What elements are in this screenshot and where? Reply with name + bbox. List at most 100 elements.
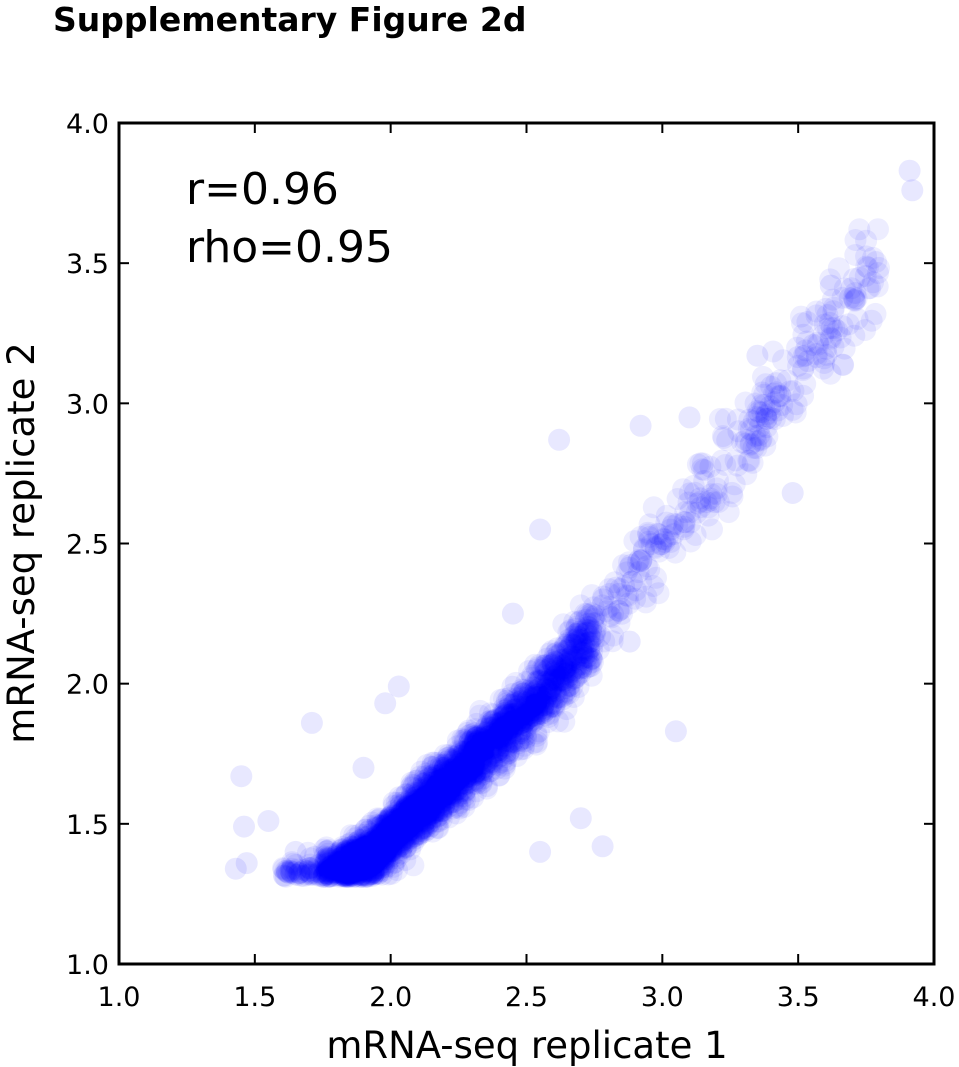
data-point xyxy=(535,685,558,708)
x-tick-label: 2.0 xyxy=(369,982,412,1013)
data-point xyxy=(380,839,403,862)
data-point xyxy=(358,819,381,841)
data-point xyxy=(457,742,480,765)
data-point xyxy=(348,866,371,888)
data-point xyxy=(630,550,652,572)
data-point xyxy=(414,805,437,828)
data-point xyxy=(480,745,503,768)
data-point xyxy=(338,846,361,868)
data-point xyxy=(398,814,421,837)
data-point xyxy=(275,861,298,884)
data-point xyxy=(485,735,508,758)
data-point xyxy=(491,730,514,753)
data-point xyxy=(340,856,363,879)
data-point xyxy=(378,848,401,871)
data-point xyxy=(462,725,485,748)
data-point xyxy=(421,776,444,799)
data-point xyxy=(350,835,373,858)
data-point xyxy=(315,858,338,881)
data-point xyxy=(572,637,595,660)
data-point xyxy=(429,778,452,800)
data-point xyxy=(448,768,471,791)
data-point xyxy=(372,819,395,842)
data-point xyxy=(441,747,464,770)
data-point xyxy=(506,722,529,745)
data-point xyxy=(337,859,360,882)
data-point xyxy=(819,274,842,297)
data-point xyxy=(684,524,707,546)
data-point xyxy=(427,774,450,797)
data-point xyxy=(373,845,396,868)
data-point xyxy=(318,865,341,888)
data-point xyxy=(416,800,439,823)
data-point xyxy=(341,845,364,868)
data-point xyxy=(555,652,578,675)
data-point xyxy=(619,553,642,576)
data-point xyxy=(829,326,852,349)
data-point xyxy=(558,656,581,679)
data-point xyxy=(371,841,394,864)
data-point xyxy=(352,847,374,870)
data-point xyxy=(471,731,493,753)
data-point xyxy=(452,752,475,775)
data-point xyxy=(299,853,322,876)
data-point xyxy=(369,830,392,853)
data-point xyxy=(755,407,778,430)
data-point xyxy=(901,179,924,202)
data-point xyxy=(470,772,493,795)
data-point xyxy=(370,844,393,867)
data-point xyxy=(355,838,378,861)
data-point xyxy=(362,854,385,877)
data-point xyxy=(370,829,392,851)
data-point xyxy=(445,770,468,793)
data-point xyxy=(376,855,399,878)
data-point xyxy=(321,854,344,877)
data-point xyxy=(553,658,576,680)
data-point xyxy=(403,800,426,823)
data-point xyxy=(535,677,558,700)
data-point xyxy=(574,639,596,662)
data-point xyxy=(497,718,519,740)
data-point xyxy=(378,806,401,829)
data-point xyxy=(495,701,518,724)
data-point xyxy=(314,862,336,885)
data-point xyxy=(510,709,533,732)
data-point xyxy=(650,533,673,556)
annotation-spearman-rho: rho=0.95 xyxy=(186,222,393,273)
data-point xyxy=(497,697,520,720)
data-point xyxy=(396,815,419,838)
data-point xyxy=(402,787,425,809)
data-point xyxy=(434,780,457,803)
data-point xyxy=(727,420,750,443)
data-point xyxy=(388,822,411,845)
data-point xyxy=(547,643,570,666)
data-point xyxy=(679,500,702,523)
data-point xyxy=(395,796,418,819)
data-point xyxy=(341,860,364,883)
data-point xyxy=(569,610,592,632)
data-point xyxy=(403,825,426,848)
data-point xyxy=(567,675,590,698)
data-point xyxy=(544,655,567,678)
data-point xyxy=(536,682,559,705)
data-point xyxy=(464,762,487,785)
data-point xyxy=(361,846,384,869)
data-point xyxy=(360,845,383,868)
data-point xyxy=(425,764,448,787)
data-point xyxy=(494,701,517,724)
data-point xyxy=(431,778,454,801)
data-point xyxy=(348,861,371,884)
data-point xyxy=(390,820,413,843)
data-point xyxy=(338,862,361,885)
data-point xyxy=(431,765,454,788)
y-tick-label: 1.5 xyxy=(66,810,109,841)
data-point xyxy=(431,778,453,801)
data-point xyxy=(490,726,512,749)
data-point xyxy=(369,824,392,847)
data-point xyxy=(381,819,404,842)
data-point xyxy=(519,709,542,732)
data-point xyxy=(532,694,555,717)
data-point xyxy=(424,779,447,802)
y-tick-label: 1.0 xyxy=(66,950,109,981)
data-point xyxy=(503,713,526,736)
